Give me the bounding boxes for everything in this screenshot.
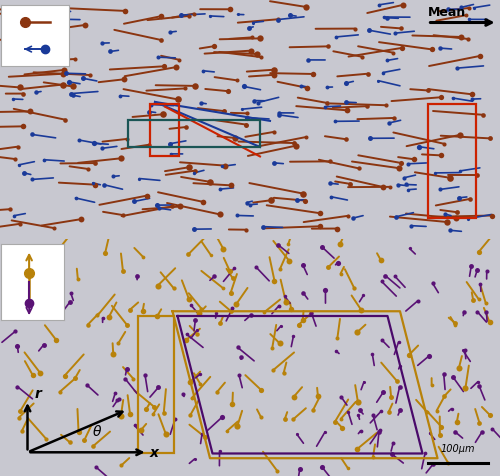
Text: Mean: Mean	[428, 6, 466, 19]
Bar	[138, 316, 173, 454]
Text: 100μm: 100μm	[440, 444, 475, 454]
Bar	[428, 104, 476, 218]
Bar	[150, 104, 179, 157]
Text: x: x	[150, 446, 159, 460]
Text: r: r	[35, 387, 42, 401]
Text: $\theta$: $\theta$	[92, 424, 102, 439]
Bar	[128, 119, 260, 147]
